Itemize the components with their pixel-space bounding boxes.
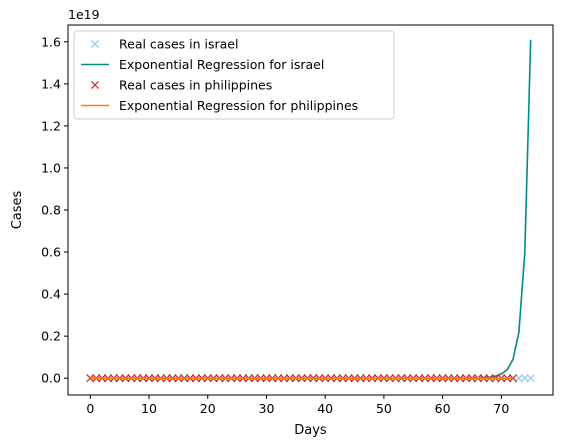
y-axis-label: Cases — [10, 190, 25, 229]
y-axis-ticks: 0.0 0.2 0.4 0.6 0.8 1.0 1.2 1.4 1.6 — [41, 34, 68, 386]
data-point — [514, 374, 523, 383]
legend-item: Real cases in israel — [90, 37, 238, 52]
x-tick-label: 60 — [435, 401, 451, 416]
y-tick-label: 0.6 — [41, 245, 61, 260]
x-tick-label: 30 — [259, 401, 275, 416]
x-tick-label: 20 — [200, 401, 216, 416]
y-tick-label: 0.0 — [41, 371, 61, 386]
legend-label: Real cases in philippines — [119, 78, 272, 93]
y-tick-label: 1.6 — [41, 34, 61, 49]
y-tick-label: 1.4 — [41, 76, 61, 91]
y-tick-label: 0.2 — [41, 329, 61, 344]
x-tick-label: 40 — [317, 401, 333, 416]
x-tick-label: 70 — [493, 401, 509, 416]
y-tick-label: 1.2 — [41, 118, 61, 133]
data-point — [520, 374, 529, 383]
x-tick-label: 50 — [376, 401, 392, 416]
legend-label: Exponential Regression for israel — [119, 57, 324, 72]
series-layer — [86, 39, 535, 383]
legend-items: Real cases in israel Exponential Regressi… — [81, 37, 358, 113]
legend-marker — [90, 39, 100, 49]
legend: Real cases in israel Exponential Regressi… — [73, 30, 395, 120]
legend-label: Real cases in israel — [119, 37, 238, 52]
x-tick-label: 10 — [141, 401, 157, 416]
legend-label: Exponential Regression for philippines — [119, 98, 358, 113]
y-tick-label: 0.4 — [41, 287, 61, 302]
x-axis-label: Days — [294, 423, 327, 438]
data-point — [526, 374, 535, 383]
legend-item: Real cases in philippines — [90, 78, 272, 93]
legend-item: Exponential Regression for philippines — [81, 98, 358, 113]
x-axis-ticks: 0 10 20 30 40 50 60 70 — [86, 395, 509, 416]
y-tick-label: 1.0 — [41, 160, 61, 175]
legend-box — [73, 30, 395, 120]
x-tick-label: 0 — [86, 401, 94, 416]
y-axis-offset-label: 1e19 — [68, 7, 100, 22]
legend-marker — [90, 80, 100, 90]
y-tick-label: 0.8 — [41, 203, 61, 218]
data-point — [509, 374, 518, 383]
legend-item: Exponential Regression for israel — [81, 57, 324, 72]
